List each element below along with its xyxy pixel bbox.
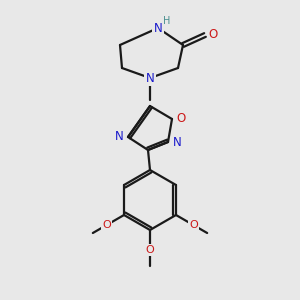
Text: O: O (189, 220, 198, 230)
Text: O: O (102, 220, 111, 230)
Text: N: N (172, 136, 182, 148)
Text: N: N (115, 130, 123, 143)
Text: O: O (176, 112, 186, 124)
Text: N: N (146, 71, 154, 85)
Text: O: O (146, 245, 154, 255)
Text: H: H (163, 16, 171, 26)
Text: N: N (154, 22, 162, 34)
Text: O: O (208, 28, 217, 40)
